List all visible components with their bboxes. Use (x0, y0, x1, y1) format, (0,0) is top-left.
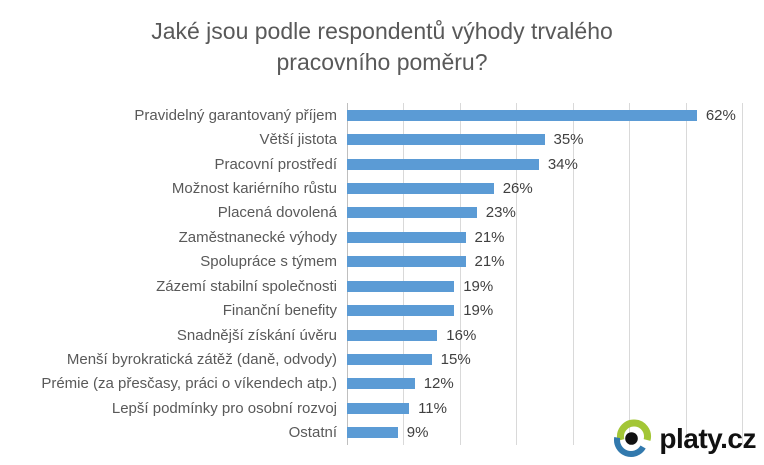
bar (347, 280, 455, 292)
bar (347, 353, 432, 365)
chart-title-line1: Jaké jsou podle respondentů výhody trval… (151, 18, 613, 44)
eye-icon-pupil (625, 432, 639, 445)
bar-row: Lepší podmínky pro osobní rozvoj 11% (0, 396, 764, 420)
category-label: Větší jistota (259, 131, 337, 149)
eye-icon (614, 419, 652, 457)
value-label: 35% (553, 131, 584, 149)
bar (347, 378, 415, 390)
bar (347, 231, 466, 243)
bar (347, 305, 455, 317)
value-label: 21% (474, 253, 505, 271)
category-label: Placená dovolená (217, 204, 337, 222)
value-label: 62% (705, 106, 736, 124)
bar-row: Pracovní prostředí 34% (0, 152, 764, 176)
chart-title: Jaké jsou podle respondentů výhody trval… (0, 16, 764, 78)
category-label: Pracovní prostředí (214, 155, 337, 173)
gridline (459, 103, 461, 445)
category-label: Možnost kariérního růstu (171, 179, 337, 197)
value-axis-line (347, 103, 348, 445)
value-label: 9% (406, 424, 429, 442)
eye-icon-green-arc (617, 419, 652, 441)
bar-row: Snadnější získání úvěru 16% (0, 323, 764, 347)
category-label: Finanční benefity (222, 302, 337, 320)
gridline (685, 103, 687, 445)
category-label: Zázemí stabilní společnosti (156, 277, 337, 295)
bar-row: Větší jistota 35% (0, 127, 764, 151)
bar-row: Zázemí stabilní společnosti 19% (0, 274, 764, 298)
bar (347, 134, 545, 146)
chart-title-line2: pracovního poměru? (276, 49, 488, 75)
bar (347, 256, 466, 268)
bar-row: Ostatní 9% (0, 420, 764, 444)
value-label: 21% (474, 228, 505, 246)
value-label: 16% (446, 326, 477, 344)
category-label: Zaměstnanecké výhody (178, 228, 337, 246)
value-label: 12% (423, 375, 454, 393)
bar-row: Menší byrokratická zátěž (daně, odvody) 1… (0, 347, 764, 371)
eye-icon-blue-arc (614, 437, 647, 457)
logo-text: platy.cz (659, 423, 756, 454)
value-label: 19% (463, 302, 494, 320)
value-label: 19% (463, 277, 494, 295)
plot-area (347, 103, 743, 445)
gridline (516, 103, 518, 445)
bar (347, 158, 539, 170)
value-label: 11% (418, 399, 447, 417)
gridline (572, 103, 574, 445)
gridline (629, 103, 631, 445)
value-label: 34% (547, 155, 578, 173)
category-label: Snadnější získání úvěru (176, 326, 337, 344)
bar (347, 109, 697, 121)
bar (347, 329, 438, 341)
bar-row: Spolupráce s týmem 21% (0, 250, 764, 274)
bar-row: Pravidelný garantovaný příjem 62% (0, 103, 764, 127)
gridline (742, 103, 743, 445)
value-label: 23% (485, 204, 516, 222)
bar-rows: Pravidelný garantovaný příjem 62% Větší ji… (0, 103, 764, 445)
category-label: Spolupráce s týmem (200, 253, 337, 271)
bar-row: Prémie (za přesčasy, práci o víkendech a… (0, 372, 764, 396)
platy-logo: platy.cz (611, 417, 756, 461)
category-label: Ostatní (288, 424, 337, 442)
value-label: 15% (440, 350, 471, 368)
category-label: Prémie (za přesčasy, práci o víkendech a… (41, 375, 337, 393)
bar (347, 207, 477, 219)
bar-row: Možnost kariérního růstu 26% (0, 176, 764, 200)
bar (347, 427, 398, 439)
bar (347, 182, 494, 194)
bar-row: Placená dovolená 23% (0, 201, 764, 225)
category-label: Menší byrokratická zátěž (daně, odvody) (66, 350, 337, 368)
value-label: 26% (502, 179, 533, 197)
category-label: Lepší podmínky pro osobní rozvoj (111, 399, 337, 417)
bar-row: Finanční benefity 19% (0, 298, 764, 322)
bar (347, 402, 410, 414)
gridline (403, 103, 405, 445)
category-label: Pravidelný garantovaný příjem (134, 106, 337, 124)
bar-row: Zaměstnanecké výhody 21% (0, 225, 764, 249)
